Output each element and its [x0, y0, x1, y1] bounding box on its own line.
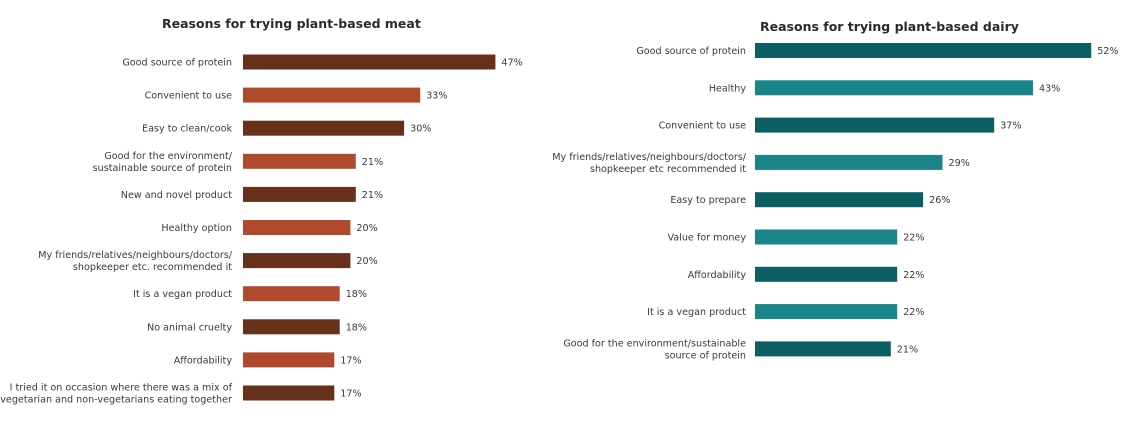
dairy-bar: [755, 80, 1033, 96]
meat-value-label: 18%: [346, 322, 367, 333]
dairy-bar: [755, 117, 995, 133]
dairy-bar: [755, 154, 943, 170]
meat-category-label: I tried it on occasion where there was a…: [0, 383, 232, 406]
meat-category-label: New and novel product: [121, 190, 232, 201]
dairy-category-label: It is a vegan product: [647, 307, 746, 318]
meat-value-label: 18%: [346, 289, 367, 300]
meat-category-label: It is a vegan product: [133, 289, 232, 300]
dairy-category-label: Affordability: [688, 270, 747, 281]
dairy-bar: [755, 266, 898, 282]
dairy-value-label: 22%: [903, 270, 924, 281]
meat-value-label: 17%: [340, 355, 361, 366]
meat-bar: [243, 87, 421, 103]
meat-bar: [243, 319, 340, 335]
plant-based-meat-chart: Reasons for trying plant-based meat 47% Go…: [0, 16, 522, 406]
meat-category-label: Easy to clean/cook: [142, 124, 232, 135]
meat-value-label: 21%: [362, 190, 383, 201]
meat-category-label: Affordability: [174, 355, 233, 366]
meat-category-label: My friends/relatives/neighbours/doctors/…: [38, 250, 233, 273]
dairy-value-label: 22%: [903, 233, 924, 244]
dairy-category-label: My friends/relatives/neighbours/doctors/…: [552, 152, 747, 175]
dairy-chart-title: Reasons for trying plant-based dairy: [760, 19, 1019, 34]
meat-bar: [243, 253, 351, 269]
meat-bar: [243, 54, 496, 70]
meat-value-label: 30%: [410, 124, 431, 135]
dairy-bar: [755, 192, 924, 208]
dairy-bar: [755, 304, 898, 320]
dairy-value-label: 43%: [1039, 83, 1060, 94]
dairy-bar: [755, 43, 1092, 58]
dairy-category-label: Healthy: [709, 83, 747, 94]
meat-category-label: Good source of protein: [122, 58, 232, 69]
meat-category-label: Good for the environment/sustainable sou…: [93, 151, 233, 174]
meat-bar: [243, 186, 356, 202]
meat-bar: [243, 385, 335, 401]
meat-bar: [243, 120, 405, 136]
dairy-bar: [755, 341, 891, 357]
meat-bar: [243, 220, 351, 235]
dairy-value-label: 29%: [949, 158, 970, 169]
meat-value-label: 47%: [501, 58, 522, 69]
meat-value-label: 33%: [426, 91, 447, 102]
plant-based-dairy-chart: Reasons for trying plant-based dairy 52% G…: [552, 19, 1118, 361]
meat-chart-title: Reasons for trying plant-based meat: [162, 16, 421, 31]
meat-value-label: 20%: [356, 223, 377, 234]
meat-bar: [243, 286, 340, 302]
meat-category-label: Healthy option: [161, 223, 232, 234]
dairy-value-label: 37%: [1000, 121, 1021, 132]
meat-value-label: 21%: [362, 157, 383, 168]
meat-category-label: No animal cruelty: [147, 322, 232, 333]
dairy-category-label: Easy to prepare: [670, 195, 746, 206]
dairy-value-label: 26%: [929, 195, 950, 206]
meat-category-label: Convenient to use: [145, 91, 233, 102]
dairy-category-label: Convenient to use: [659, 121, 747, 132]
meat-value-label: 17%: [340, 389, 361, 400]
dairy-bar: [755, 229, 898, 245]
dairy-value-label: 21%: [897, 344, 918, 355]
dairy-category-label: Good source of protein: [636, 46, 746, 57]
meat-bar: [243, 352, 335, 368]
dairy-category-label: Value for money: [667, 233, 746, 244]
meat-bar: [243, 153, 356, 169]
dairy-value-label: 52%: [1097, 46, 1118, 57]
meat-value-label: 20%: [356, 256, 377, 267]
dairy-value-label: 22%: [903, 307, 924, 318]
dairy-category-label: Good for the environment/sustainable sour…: [563, 338, 746, 361]
